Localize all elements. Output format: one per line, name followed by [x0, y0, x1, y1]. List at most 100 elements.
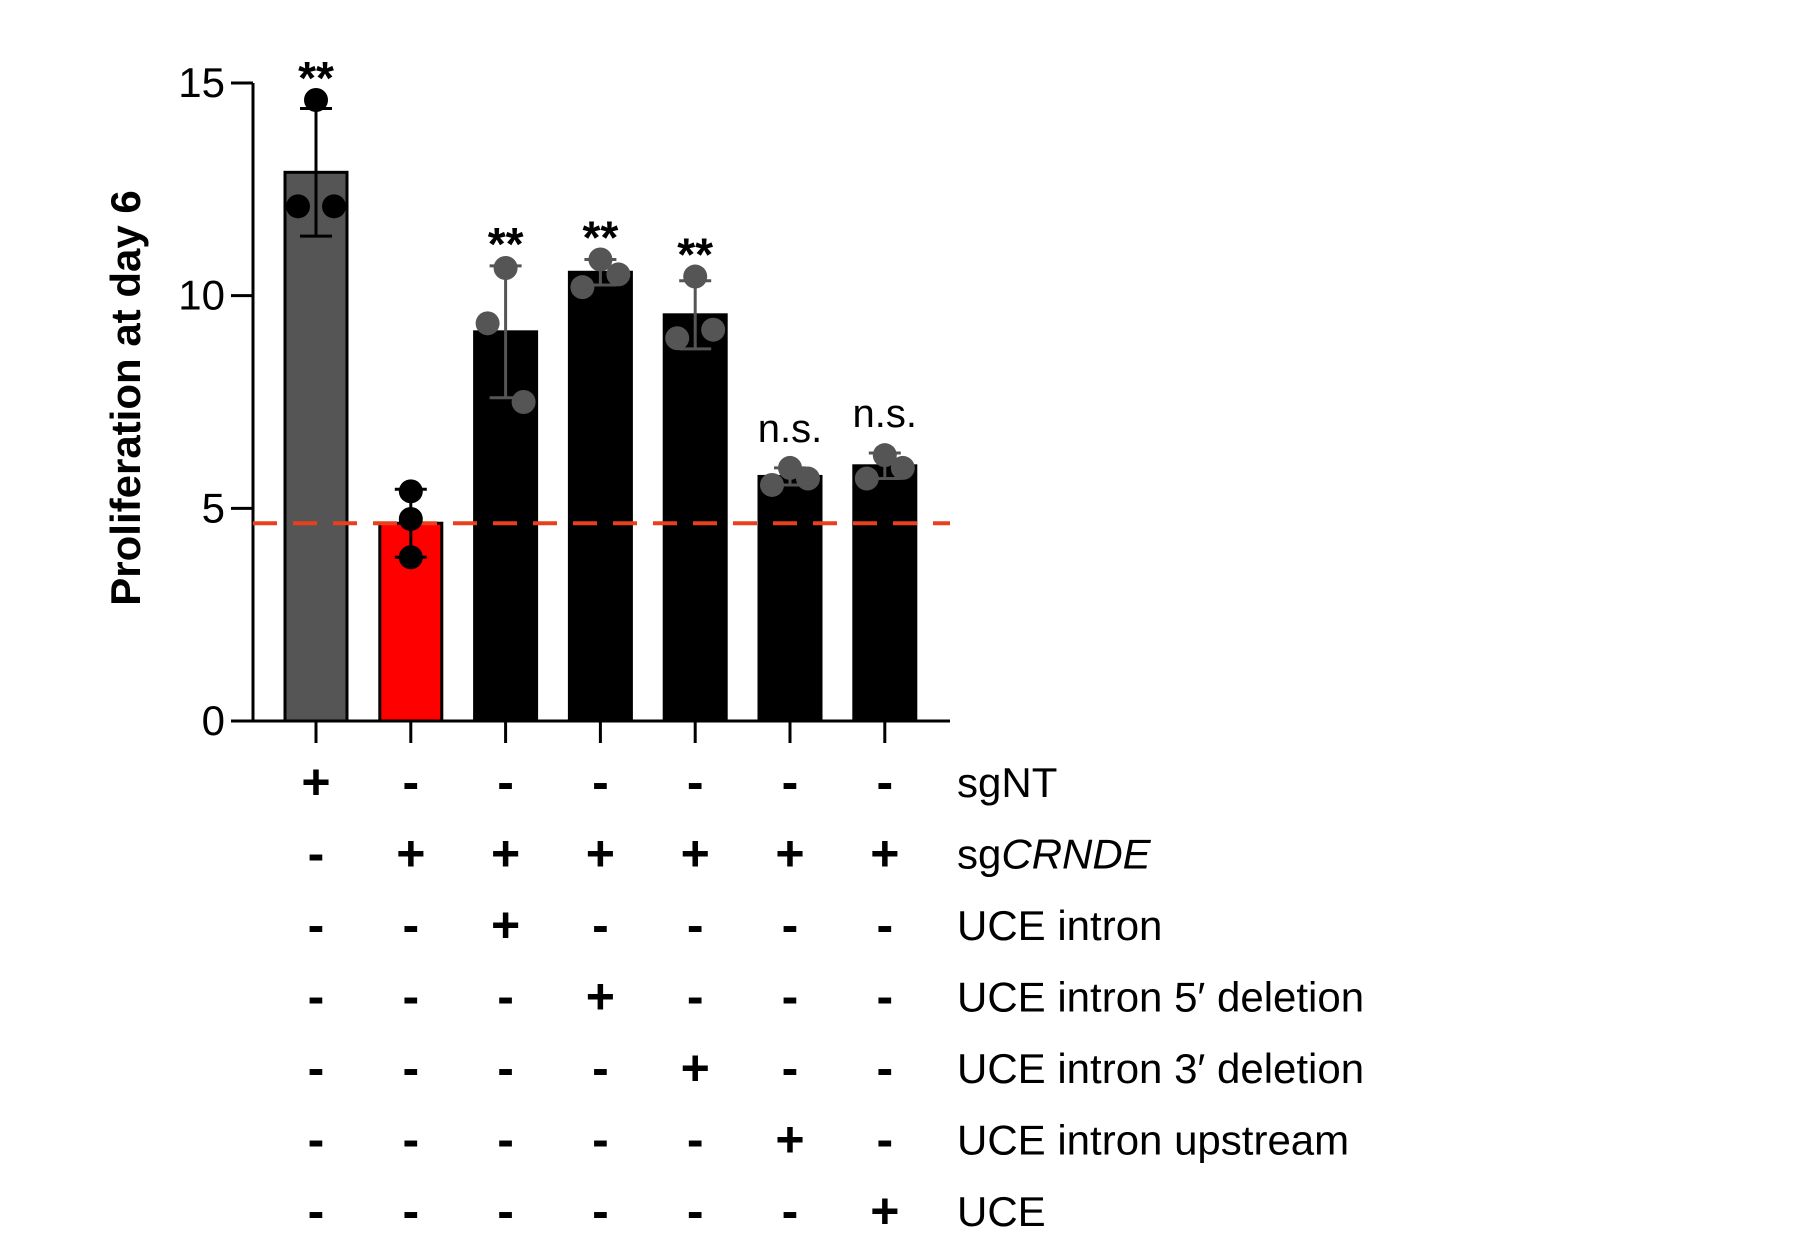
data-point: [398, 545, 423, 570]
data-point: [701, 317, 726, 342]
y-tick-label: 15: [178, 59, 225, 106]
data-point: [890, 455, 915, 480]
y-axis-title: Proliferation at day 6: [102, 190, 149, 605]
condition-sign: -: [687, 754, 704, 810]
condition-sign: -: [402, 754, 419, 810]
bar: [567, 270, 633, 723]
bar: [852, 464, 918, 723]
condition-sign: -: [687, 969, 704, 1025]
data-point: [570, 275, 595, 300]
significance-label: n.s.: [758, 407, 822, 451]
condition-sign: -: [497, 1112, 514, 1168]
condition-label: sgNT: [957, 759, 1057, 806]
data-point: [606, 262, 631, 287]
condition-sign: -: [782, 754, 799, 810]
condition-sign: +: [681, 1040, 710, 1096]
bar: [662, 313, 728, 723]
condition-sign: +: [586, 826, 615, 882]
condition-label: UCE intron 3′ deletion: [957, 1045, 1364, 1092]
condition-sign: -: [687, 1112, 704, 1168]
condition-sign: -: [782, 1183, 799, 1239]
data-point: [588, 247, 613, 272]
significance-label: **: [488, 218, 524, 270]
condition-label: sgCRNDE: [957, 831, 1152, 878]
condition-label: UCE intron 5′ deletion: [957, 974, 1364, 1021]
condition-sign: -: [592, 754, 609, 810]
data-point: [796, 466, 820, 491]
condition-sign: -: [497, 1183, 514, 1239]
condition-sign: -: [592, 1040, 609, 1096]
bar: [757, 474, 823, 723]
data-point: [475, 311, 500, 336]
condition-sign: -: [308, 897, 325, 953]
condition-sign: -: [687, 1183, 704, 1239]
significance-label: **: [298, 52, 334, 104]
data-point: [665, 326, 690, 351]
condition-label: UCE: [957, 1188, 1046, 1235]
data-point: [493, 256, 518, 281]
condition-sign: +: [491, 826, 520, 882]
condition-sign: -: [876, 754, 893, 810]
condition-sign: -: [308, 1112, 325, 1168]
condition-label-italic: CRNDE: [1001, 831, 1151, 878]
data-point: [778, 455, 802, 480]
condition-sign: +: [396, 826, 425, 882]
condition-sign: -: [592, 897, 609, 953]
condition-label: UCE intron: [957, 902, 1162, 949]
condition-label-prefix: sg: [957, 831, 1001, 878]
data-points: [286, 88, 915, 570]
condition-sign: -: [687, 897, 704, 953]
data-point: [511, 390, 536, 414]
condition-sign: -: [782, 1040, 799, 1096]
y-tick-label: 0: [202, 697, 225, 744]
significance-label: n.s.: [853, 392, 917, 436]
condition-sign: -: [402, 1040, 419, 1096]
data-point: [322, 194, 346, 219]
condition-sign: +: [586, 969, 615, 1025]
condition-sign: -: [782, 897, 799, 953]
condition-sign: -: [308, 1040, 325, 1096]
condition-sign: +: [870, 826, 899, 882]
condition-sign: +: [491, 897, 520, 953]
condition-sign: -: [402, 1112, 419, 1168]
condition-sign: -: [402, 1183, 419, 1239]
condition-sign: +: [301, 754, 330, 810]
significance-label: **: [582, 212, 618, 264]
condition-label: UCE intron upstream: [957, 1117, 1349, 1164]
condition-sign: -: [497, 754, 514, 810]
condition-sign: -: [782, 969, 799, 1025]
data-point: [398, 506, 423, 531]
condition-sign: -: [402, 897, 419, 953]
condition-sign: +: [870, 1183, 899, 1239]
condition-sign: -: [497, 1040, 514, 1096]
condition-sign: -: [592, 1112, 609, 1168]
condition-sign: -: [308, 826, 325, 882]
condition-sign: -: [308, 1183, 325, 1239]
significance-labels: ** ** ** ** n.s. n.s.: [298, 52, 917, 451]
condition-sign: -: [497, 969, 514, 1025]
significance-label: **: [677, 229, 713, 281]
data-point: [872, 443, 897, 468]
data-point: [286, 194, 310, 219]
condition-sign: -: [402, 969, 419, 1025]
condition-sign: +: [775, 1112, 804, 1168]
y-tick-label: 5: [202, 484, 225, 531]
data-point: [760, 472, 784, 497]
condition-sign: -: [308, 969, 325, 1025]
condition-sign: +: [775, 826, 804, 882]
condition-sign: -: [876, 1112, 893, 1168]
data-point: [683, 264, 708, 289]
condition-sign: -: [592, 1183, 609, 1239]
condition-sign: +: [681, 826, 710, 882]
axes: 0 5 10 15: [178, 59, 950, 744]
y-tick-label: 10: [178, 272, 225, 319]
bar: [283, 170, 349, 723]
data-point: [854, 466, 879, 491]
condition-sign: -: [876, 969, 893, 1025]
condition-sign: -: [876, 897, 893, 953]
data-point: [398, 479, 423, 504]
condition-sign: -: [876, 1040, 893, 1096]
condition-table: + - - - - - - sgNT - + + + + + + sgCRNDE - - + - - - - UCE intr…: [301, 754, 1364, 1239]
